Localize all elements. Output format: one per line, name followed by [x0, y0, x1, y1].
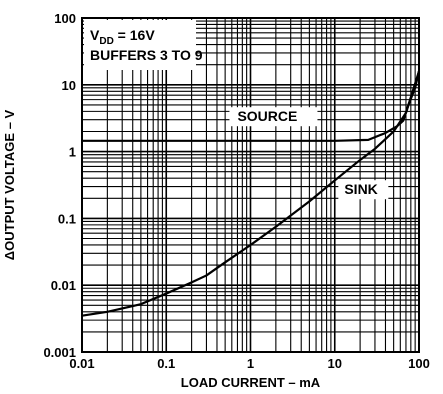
x-tick-label: 1 [247, 356, 254, 371]
grid [81, 18, 419, 353]
y-tick-label: 100 [54, 11, 76, 26]
legend-vdd-prefix: V [90, 27, 100, 43]
y-tick-label: 0.001 [43, 345, 76, 360]
legend-vdd-subscript: DD [99, 36, 113, 47]
legend-buffers: BUFFERS 3 TO 9 [90, 47, 203, 63]
legend-background [84, 20, 196, 70]
series-label-source: SOURCE [237, 108, 297, 124]
axis-labels: LOAD CURRENT – mA ΔOUTPUT VOLTAGE – V [2, 109, 321, 390]
y-tick-label: 0.01 [51, 278, 76, 293]
source-label-background [229, 107, 318, 127]
y-tick-label: 10 [62, 78, 76, 93]
x-axis-label: LOAD CURRENT – mA [181, 375, 321, 390]
y-tick-label: 1 [69, 145, 76, 160]
series-lines [81, 70, 421, 317]
x-tick-label: 0.01 [69, 356, 94, 371]
series-label-sink: SINK [344, 181, 377, 197]
y-tick-label: 0.1 [58, 211, 76, 226]
legend-vdd-value: = 16V [114, 27, 156, 43]
y-axis-label: ΔOUTPUT VOLTAGE – V [2, 109, 17, 260]
sink-label-background [338, 180, 389, 200]
plot-border [81, 17, 420, 353]
series-line-sink [81, 70, 421, 317]
plot-frame [81, 17, 420, 353]
x-tick-label: 10 [328, 356, 342, 371]
legend-vdd: VDD = 16V [90, 27, 155, 47]
x-tick-label: 0.1 [157, 356, 175, 371]
series-labels: SOURCE SINK [229, 107, 389, 200]
x-tick-label: 100 [408, 356, 430, 371]
